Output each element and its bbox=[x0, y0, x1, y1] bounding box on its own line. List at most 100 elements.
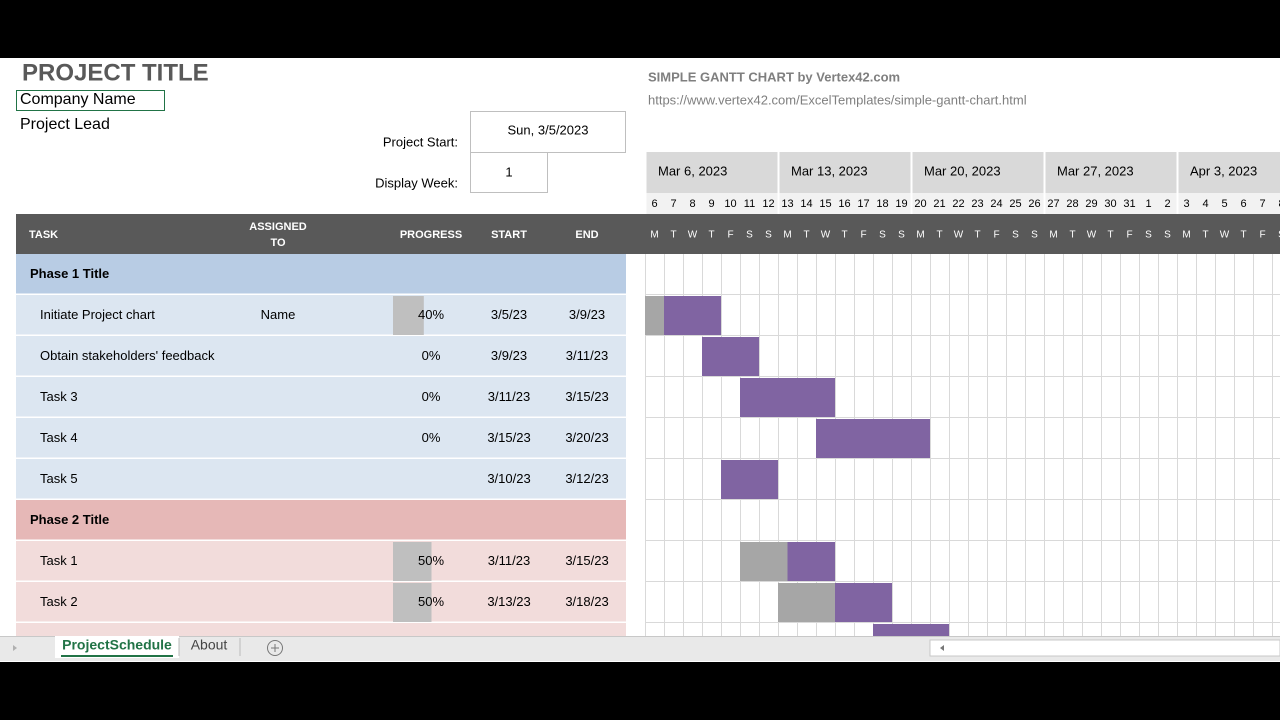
scroll-arrow[interactable] bbox=[940, 645, 944, 651]
day-letter: W bbox=[688, 230, 698, 241]
end-date[interactable]: 3/15/23 bbox=[565, 389, 608, 404]
start-date[interactable]: 3/13/23 bbox=[487, 594, 530, 609]
phase-title[interactable]: Phase 2 Title bbox=[30, 512, 109, 527]
end-date[interactable]: 3/9/23 bbox=[569, 307, 605, 322]
project-lead[interactable]: Project Lead bbox=[20, 116, 110, 133]
end-date[interactable]: 3/15/23 bbox=[565, 553, 608, 568]
day-number: 29 bbox=[1085, 198, 1097, 210]
task-name[interactable]: Obtain stakeholders' feedback bbox=[40, 348, 215, 363]
active-cell[interactable] bbox=[16, 90, 165, 111]
col-progress: PROGRESS bbox=[400, 229, 462, 241]
end-date[interactable]: 3/18/23 bbox=[565, 594, 608, 609]
day-letter: S bbox=[1164, 230, 1171, 241]
day-number: 15 bbox=[819, 198, 831, 210]
end-date[interactable]: 3/12/23 bbox=[565, 471, 608, 486]
progress-label[interactable]: 0% bbox=[422, 430, 441, 445]
gantt-progress bbox=[778, 583, 835, 622]
task-row bbox=[16, 459, 626, 500]
day-number: 18 bbox=[876, 198, 888, 210]
day-letter: M bbox=[1182, 230, 1190, 241]
day-letter: T bbox=[1107, 230, 1113, 241]
day-number: 16 bbox=[838, 198, 850, 210]
day-number: 26 bbox=[1028, 198, 1040, 210]
phase-row bbox=[16, 500, 626, 541]
week-label: Display Week: bbox=[375, 175, 458, 190]
day-letter: W bbox=[1087, 230, 1097, 241]
task-name[interactable]: Task 3 bbox=[40, 389, 78, 404]
day-number: 13 bbox=[781, 198, 793, 210]
start-box[interactable] bbox=[470, 111, 626, 153]
gantt-bar bbox=[816, 419, 930, 458]
col-assigned: ASSIGNED bbox=[249, 221, 307, 233]
week-box[interactable] bbox=[470, 152, 548, 193]
start-value[interactable]: Sun, 3/5/2023 bbox=[508, 122, 589, 137]
template-url[interactable]: https://www.vertex42.com/ExcelTemplates/… bbox=[648, 92, 1027, 107]
start-date[interactable]: 3/5/23 bbox=[491, 307, 527, 322]
day-number: 5 bbox=[1221, 198, 1227, 210]
progress-label[interactable]: 50% bbox=[418, 594, 444, 609]
gantt-area: Mar 6, 2023 Mar 13, 2023 Mar 20, 2023 Mar 2… bbox=[645, 152, 1280, 636]
start-date[interactable]: 3/9/23 bbox=[491, 348, 527, 363]
start-date[interactable]: 3/10/23 bbox=[487, 471, 530, 486]
day-number: 25 bbox=[1009, 198, 1021, 210]
task-name[interactable]: Task 1 bbox=[40, 553, 78, 568]
day-number: 9 bbox=[708, 198, 714, 210]
day-letter: S bbox=[1012, 230, 1019, 241]
start-date[interactable]: 3/11/23 bbox=[488, 553, 530, 568]
progress-label[interactable]: 0% bbox=[422, 348, 441, 363]
sheet-tab[interactable] bbox=[55, 636, 179, 658]
sheet-tab-label[interactable]: About bbox=[191, 637, 228, 653]
week-label: Mar 20, 2023 bbox=[924, 163, 1001, 178]
scroll-left[interactable] bbox=[13, 645, 17, 651]
task-row bbox=[16, 295, 626, 336]
day-letter: T bbox=[841, 230, 847, 241]
task-name[interactable]: Task 5 bbox=[40, 471, 78, 486]
task-name[interactable]: Task 2 bbox=[40, 594, 78, 609]
col-assigned: TO bbox=[270, 237, 286, 249]
day-letter: S bbox=[746, 230, 753, 241]
h-scrollbar[interactable] bbox=[929, 639, 1280, 657]
project-title[interactable]: PROJECT TITLE bbox=[22, 59, 209, 86]
day-letter: T bbox=[803, 230, 809, 241]
start-date[interactable]: 3/11/23 bbox=[488, 389, 530, 404]
day-letter: T bbox=[1202, 230, 1208, 241]
day-letter: F bbox=[727, 230, 733, 241]
add-sheet[interactable] bbox=[267, 640, 283, 656]
phase-title[interactable]: Phase 1 Title bbox=[30, 266, 109, 281]
assigned[interactable]: Name bbox=[261, 307, 296, 322]
task-name[interactable]: Initiate Project chart bbox=[40, 307, 155, 322]
day-number: 21 bbox=[933, 198, 945, 210]
sheet-tab-label[interactable]: ProjectSchedule bbox=[62, 637, 172, 653]
task-name[interactable]: Task 4 bbox=[40, 430, 78, 445]
end-date[interactable]: 3/11/23 bbox=[566, 348, 608, 363]
week-value[interactable]: 1 bbox=[505, 164, 512, 179]
progress-bar bbox=[393, 583, 432, 622]
company-name[interactable]: Company Name bbox=[20, 91, 136, 108]
template-title[interactable]: SIMPLE GANTT CHART by Vertex42.com bbox=[648, 69, 900, 84]
day-number: 1 bbox=[1145, 198, 1151, 210]
day-letter: S bbox=[1278, 230, 1280, 241]
day-letter: T bbox=[974, 230, 980, 241]
day-letter: T bbox=[1240, 230, 1246, 241]
day-letter: M bbox=[1049, 230, 1057, 241]
end-date[interactable]: 3/20/23 bbox=[565, 430, 608, 445]
day-letter: F bbox=[993, 230, 999, 241]
week-label: Apr 3, 2023 bbox=[1190, 163, 1257, 178]
add-sheet-icon bbox=[271, 644, 279, 652]
day-number: 31 bbox=[1123, 198, 1135, 210]
day-letter: S bbox=[879, 230, 886, 241]
day-letter: T bbox=[1069, 230, 1075, 241]
progress-label[interactable]: 0% bbox=[422, 389, 441, 404]
day-letter: W bbox=[954, 230, 964, 241]
day-number: 28 bbox=[1066, 198, 1078, 210]
progress-bar bbox=[393, 296, 424, 335]
week-label: Mar 6, 2023 bbox=[658, 163, 727, 178]
task-row bbox=[16, 582, 626, 623]
progress-label[interactable]: 50% bbox=[418, 553, 444, 568]
start-date[interactable]: 3/15/23 bbox=[487, 430, 530, 445]
gantt-bar bbox=[721, 460, 778, 499]
progress-label[interactable]: 40% bbox=[418, 307, 444, 322]
gantt-progress bbox=[740, 542, 788, 581]
